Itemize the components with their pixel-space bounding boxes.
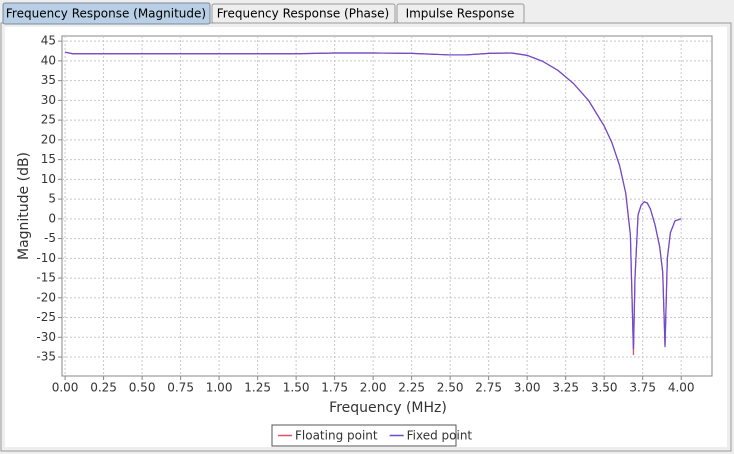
y-tick-label: 45 <box>41 34 56 48</box>
x-tick-label: 0.25 <box>90 381 117 395</box>
x-tick-label: 2.25 <box>398 381 425 395</box>
tab[interactable]: Frequency Response (Magnitude) <box>2 2 211 25</box>
y-tick-label: 25 <box>41 113 56 127</box>
x-tick-label: 4.00 <box>668 381 695 395</box>
y-tick-label: 35 <box>41 73 56 87</box>
tab-label[interactable]: Frequency Response (Phase) <box>217 7 389 21</box>
x-tick-label: 1.50 <box>283 381 310 395</box>
x-tick-label: 3.75 <box>629 381 656 395</box>
y-tick-label: 30 <box>41 93 56 107</box>
y-tick-label: 15 <box>41 152 56 166</box>
tab-label[interactable]: Frequency Response (Magnitude) <box>6 7 206 21</box>
legend-label: Floating point <box>295 429 378 443</box>
y-axis-label: Magnitude (dB) <box>16 152 32 260</box>
tab-bg <box>211 3 396 24</box>
y-tick-label: 20 <box>41 132 56 146</box>
x-axis-label: Frequency (MHz) <box>329 400 447 416</box>
y-tick-label: -5 <box>44 231 56 245</box>
y-tick-label: -10 <box>36 251 56 265</box>
plot-area <box>61 35 713 377</box>
x-tick-label: 3.00 <box>514 381 541 395</box>
tab[interactable]: Impulse Response <box>396 3 525 24</box>
x-tick-label: 1.25 <box>244 381 271 395</box>
tab-label[interactable]: Impulse Response <box>406 7 515 21</box>
y-tick-label: 10 <box>41 172 56 186</box>
y-tick-label: -25 <box>36 310 56 324</box>
x-tick-label: 0.75 <box>167 381 194 395</box>
y-tick-label: 40 <box>41 53 56 67</box>
y-tick-label: -30 <box>36 330 56 344</box>
x-tick-label: 0.50 <box>129 381 156 395</box>
y-tick-label: -15 <box>36 271 56 285</box>
y-tick-label: -35 <box>36 350 56 364</box>
tab-bg <box>396 3 525 24</box>
x-tick-label: 2.00 <box>360 381 387 395</box>
x-tick-label: 1.75 <box>321 381 348 395</box>
tab[interactable]: Frequency Response (Phase) <box>211 3 396 24</box>
x-tick-label: 3.50 <box>591 381 618 395</box>
series-line <box>64 51 682 350</box>
x-tick-label: 3.25 <box>552 381 579 395</box>
y-tick-label: 0 <box>48 211 56 225</box>
legend <box>271 424 457 447</box>
x-tick-label: 1.00 <box>206 381 233 395</box>
x-tick-label: 2.75 <box>475 381 502 395</box>
x-tick-label: 2.50 <box>437 381 464 395</box>
legend-label: Fixed point <box>407 429 473 443</box>
y-tick-label: -20 <box>36 290 56 304</box>
y-tick-label: 5 <box>48 192 56 206</box>
x-tick-label: 0.00 <box>52 381 79 395</box>
tab-bg <box>2 2 211 25</box>
